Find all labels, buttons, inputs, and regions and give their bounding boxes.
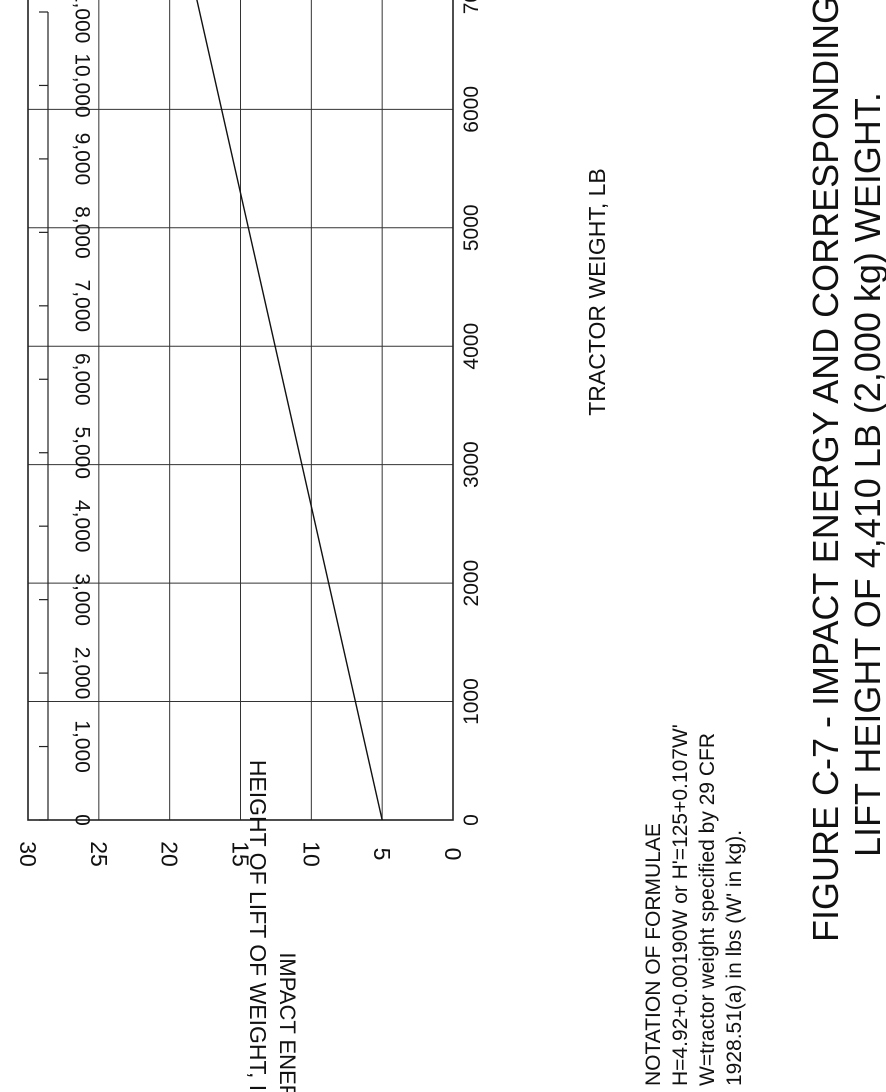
energy-tick-label: 5,000	[71, 426, 94, 479]
energy-tick-label: 9,000	[71, 133, 94, 186]
notation-line-3: W=tractor weight specified by 29 CFR	[696, 733, 719, 1086]
y-tick-label: 10	[298, 841, 324, 867]
y-tick-labels: 0 5 10 15 20 25 30	[15, 841, 466, 867]
figure-title-line-2: LIFT HEIGHT OF 4,410 LB (2,000 kg) WEIGH…	[847, 92, 886, 857]
x-tick-label: 7000	[460, 0, 483, 14]
x-tick-label: 2000	[460, 560, 483, 607]
energy-tick-label: 4,000	[71, 500, 94, 553]
energy-tick-label: 6,000	[71, 353, 94, 406]
rotated-chart-group: 0100020003000400050006000700080009000 05…	[15, 0, 886, 1092]
x-tick-label: 1000	[460, 678, 483, 725]
energy-tick-label: 8,000	[71, 206, 94, 259]
y-tick-label: 30	[15, 841, 41, 867]
y-tick-label: 0	[440, 848, 466, 861]
x-tick-labels: 0100020003000400050006000700080009000	[460, 0, 483, 826]
x-tick-label: 0	[460, 814, 483, 826]
energy-tick-label: 10,000	[71, 53, 94, 117]
y2-axis-label: IMPACT ENERGY, FT-LB	[275, 952, 300, 1092]
lift-height-line	[140, 0, 383, 821]
figure-title-line-1: FIGURE C-7 - IMPACT ENERGY AND CORRESPON…	[805, 0, 846, 942]
energy-axis: 0 1,000 2,000 3,000 4,000 5,000 6,000 7,000 8,00…	[39, 0, 94, 826]
y-tick-label: 20	[157, 841, 183, 867]
notation-line-4: 1928.51(a) in lbs (W' in kg).	[723, 830, 746, 1086]
x-tick-label: 6000	[460, 86, 483, 133]
energy-tick-label: 0	[71, 814, 94, 826]
x-tick-label: 3000	[460, 441, 483, 488]
energy-tick-label: 3,000	[71, 573, 94, 626]
x-tick-label: 4000	[460, 323, 483, 370]
series-layer	[140, 0, 383, 821]
formula-notation: NOTATION OF FORMULAE H=4.92+0.00190W or …	[642, 724, 746, 1086]
x-axis-label: TRACTOR WEIGHT, LB	[584, 168, 610, 416]
notation-line-2: H=4.92+0.00190W or H'=125+0.107W'	[669, 724, 692, 1086]
plot-frame	[27, 0, 454, 821]
energy-tick-label: 2,000	[71, 647, 94, 700]
energy-tick-label: 7,000	[71, 280, 94, 333]
energy-tick-label: 1,000	[71, 720, 94, 773]
y-axis-label: HEIGHT OF LIFT OF WEIGHT, IN.	[245, 760, 271, 1092]
y-tick-label: 25	[86, 841, 112, 867]
y-tick-label: 15	[228, 841, 254, 867]
notation-line-1: NOTATION OF FORMULAE	[642, 823, 665, 1086]
x-tick-label: 5000	[460, 204, 483, 251]
energy-tick-label: 11,000	[71, 0, 94, 43]
y-tick-label: 5	[369, 848, 395, 861]
